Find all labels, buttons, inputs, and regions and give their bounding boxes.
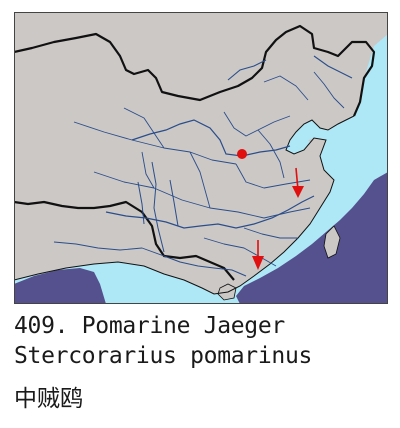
island-taiwan — [323, 225, 341, 259]
map-border — [14, 12, 388, 304]
coastline — [14, 115, 355, 295]
river-pearl — [163, 255, 247, 277]
scientific-name: Stercorarius pomarinus — [14, 343, 313, 369]
record-dot — [237, 149, 247, 159]
national-border — [14, 24, 376, 281]
record-arrow-east — [292, 167, 304, 198]
range-south-sea — [14, 268, 106, 304]
distribution-map — [14, 12, 388, 304]
river-yellow — [131, 119, 291, 157]
record-arrow-south — [252, 240, 264, 270]
chinese-name: 中贼鸥 — [14, 386, 83, 412]
river-yangtze — [105, 195, 315, 229]
province-lines — [53, 71, 345, 267]
rivers-southwest — [137, 161, 179, 253]
range-east-sea — [236, 172, 388, 304]
map-canvas — [14, 12, 388, 304]
species-number-english-name: 409. Pomarine Jaeger — [14, 313, 285, 339]
river-north — [227, 55, 353, 81]
